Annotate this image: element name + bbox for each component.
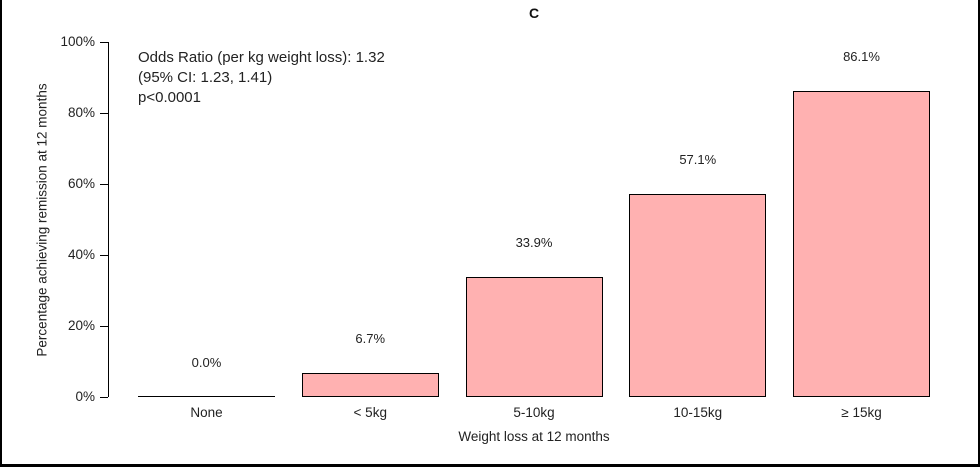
x-axis-title: Weight loss at 12 months — [458, 429, 610, 444]
bar — [629, 194, 767, 397]
y-axis-tick-label: 100% — [60, 34, 95, 49]
y-axis-tick-label: 40% — [67, 247, 95, 262]
bar-value-label: 57.1% — [679, 152, 717, 168]
y-axis-tick-label: 0% — [75, 389, 95, 404]
bar-value-label: 0.0% — [191, 355, 222, 370]
bar-column: 0.0% None — [138, 42, 275, 420]
stats-annotation: Odds Ratio (per kg weight loss): 1.32 (9… — [138, 48, 385, 108]
y-axis-tick-mark — [100, 183, 108, 185]
panel-title: C — [528, 5, 540, 21]
annotation-p-value: p<0.0001 — [138, 89, 201, 106]
bar-value-label: 33.9% — [515, 234, 553, 250]
y-axis-tick-mark — [100, 112, 108, 114]
bar-column: 6.7% < 5kg — [301, 42, 439, 420]
bar-column: 57.1% 10-15kg — [629, 42, 767, 420]
bar-category-label: 10-15kg — [673, 405, 723, 420]
y-axis-title: Percentage achieving remission at 12 mon… — [34, 83, 50, 357]
y-axis-tick-mark — [100, 254, 108, 256]
bar-category-label: ≥ 15kg — [841, 405, 882, 420]
y-axis-tick-label: 20% — [67, 318, 95, 333]
bar-column: 86.1% ≥ 15kg — [793, 42, 930, 420]
y-axis-tick-mark — [100, 41, 108, 43]
plot-area: 0% 20% 40% 60% 80% 100% 0.0% None 6.7% < 5kg 33.9%… — [60, 34, 961, 420]
bar-value-label: 6.7% — [355, 331, 386, 347]
y-axis-tick-mark — [100, 396, 108, 398]
y-axis-tick-label: 60% — [67, 176, 95, 191]
bar-category-label: < 5kg — [353, 405, 387, 420]
bar — [301, 373, 439, 397]
y-axis-tick-mark — [100, 325, 108, 327]
annotation-confidence-interval: (95% CI: 1.23, 1.41) — [138, 69, 273, 86]
bar — [465, 276, 603, 397]
annotation-odds-ratio: Odds Ratio (per kg weight loss): 1.32 — [138, 49, 385, 66]
bar-category-label: None — [190, 405, 223, 420]
bar — [793, 91, 930, 397]
bar — [138, 396, 275, 397]
bar-column: 33.9% 5-10kg — [465, 42, 603, 420]
bar-value-label: 86.1% — [843, 49, 880, 65]
y-axis-tick-label: 80% — [67, 105, 95, 120]
bar-category-label: 5-10kg — [513, 405, 555, 420]
